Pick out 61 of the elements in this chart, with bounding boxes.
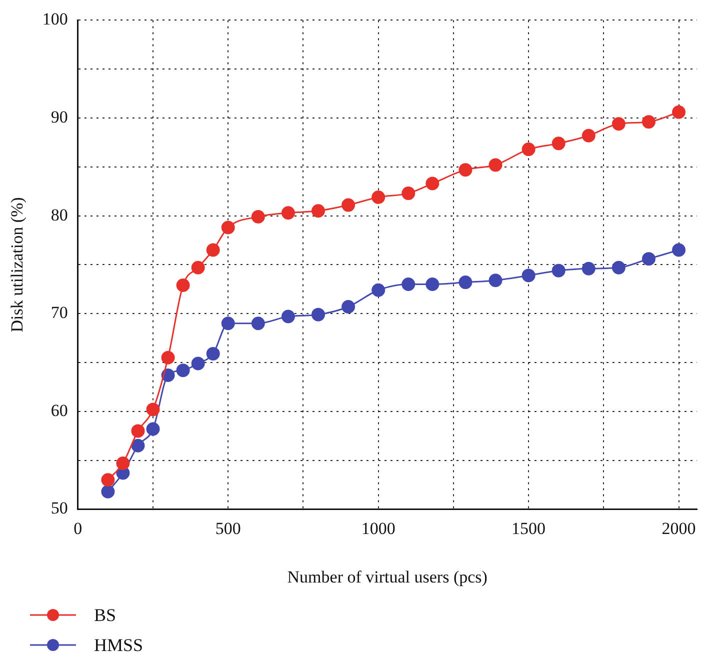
legend-label: HMSS	[94, 634, 144, 656]
y-tick-label: 80	[50, 205, 68, 224]
legend-label: BS	[94, 604, 116, 626]
point	[206, 346, 220, 360]
point	[672, 243, 686, 257]
point	[612, 260, 626, 274]
point	[191, 356, 205, 370]
x-axis-title: Number of virtual users (pcs)	[287, 567, 488, 586]
point	[221, 220, 235, 234]
y-tick-label: 50	[50, 498, 68, 518]
point	[552, 264, 566, 278]
point	[281, 310, 295, 324]
point	[176, 364, 190, 378]
point	[488, 158, 502, 172]
x-tick-label: 1500	[512, 518, 546, 538]
point	[426, 176, 440, 190]
point	[522, 142, 536, 156]
y-tick-label: 60	[50, 400, 68, 420]
point	[342, 300, 356, 314]
point	[642, 252, 656, 266]
point	[191, 260, 205, 274]
y-tick-label: 90	[50, 107, 68, 126]
point	[131, 438, 145, 452]
point	[522, 268, 536, 282]
point	[206, 243, 220, 257]
point	[116, 456, 130, 470]
point	[312, 308, 326, 322]
point	[402, 186, 416, 200]
point	[582, 128, 596, 142]
point	[672, 105, 686, 119]
point	[642, 115, 656, 129]
point	[312, 204, 326, 218]
point	[458, 163, 472, 177]
point	[372, 190, 386, 204]
point	[281, 206, 295, 220]
point	[612, 117, 626, 131]
point	[221, 316, 235, 330]
point	[146, 402, 160, 416]
x-tick-label: 1000	[361, 518, 396, 538]
point	[101, 473, 115, 487]
point	[176, 278, 190, 292]
point	[458, 276, 472, 290]
point	[161, 350, 175, 364]
y-tick-label: 70	[50, 303, 68, 322]
point	[131, 424, 145, 438]
point	[552, 136, 566, 150]
point	[101, 484, 115, 498]
y-tick-label: 100	[42, 10, 68, 29]
y-axis-title: Disk utilization (%)	[8, 197, 27, 332]
point	[488, 274, 502, 288]
x-tick-label: 0	[74, 518, 82, 538]
point	[582, 262, 596, 276]
point	[251, 316, 265, 330]
point	[372, 283, 386, 297]
point	[251, 210, 265, 224]
point	[146, 422, 160, 436]
x-tick-label: 2000	[662, 518, 696, 538]
x-tick-label: 500	[215, 518, 241, 538]
point	[342, 198, 356, 212]
point	[402, 278, 416, 292]
point	[426, 278, 440, 292]
